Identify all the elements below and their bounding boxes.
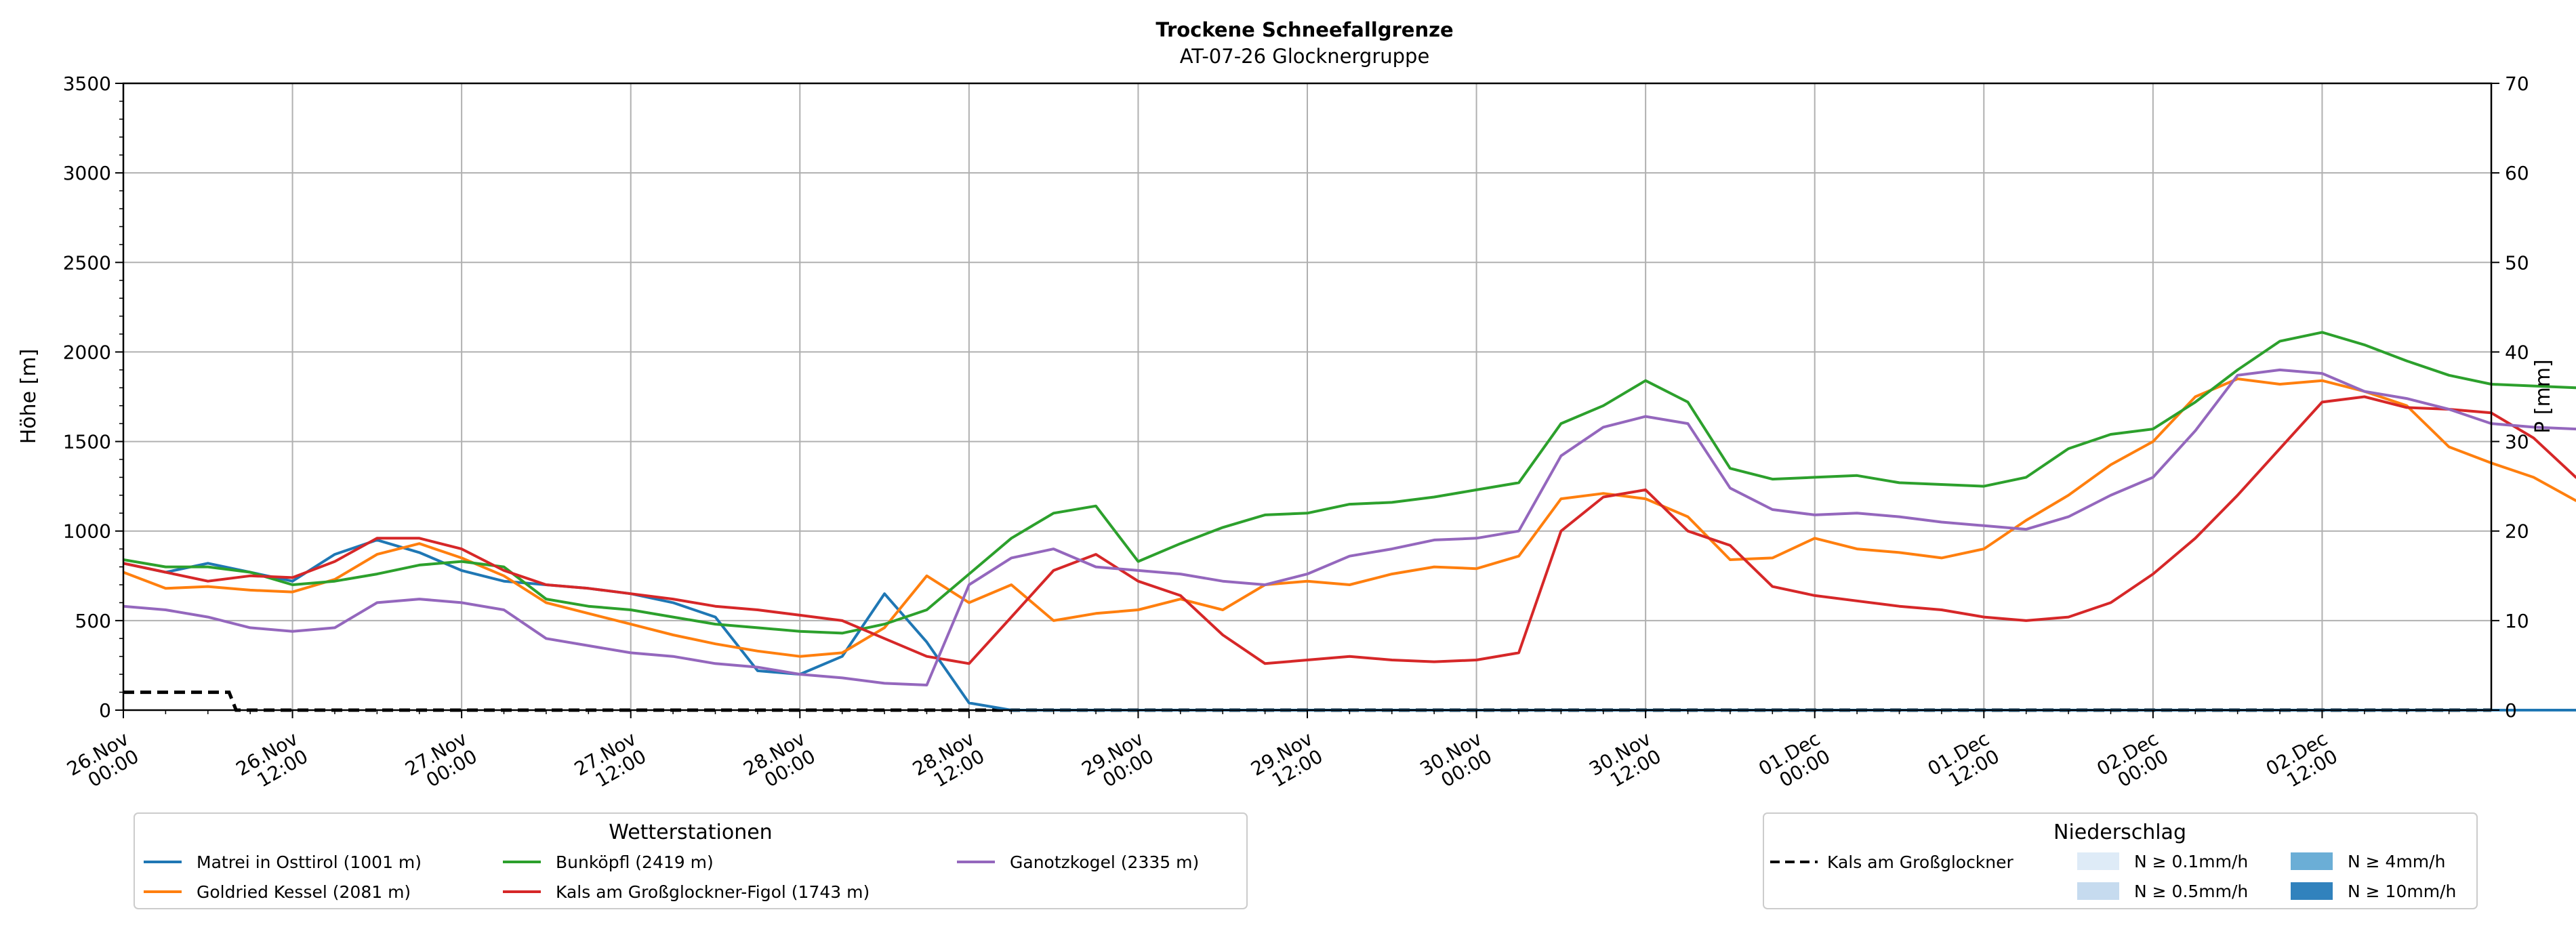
series-line-1 [123,377,2576,658]
legend-precip-label-1: N ≥ 0.5mm/h [2134,882,2248,901]
y2-tick-label-4: 40 [2505,341,2529,363]
y2-axis-label: P [mm] [2531,359,2555,433]
y2-tick-label-6: 60 [2505,162,2529,184]
y-tick-label-0: 0 [99,699,111,722]
legend-label-0: Matrei in Osttirol (1001 m) [197,852,422,872]
y2-tick-label-5: 50 [2505,251,2529,274]
series-line-2 [123,331,2576,635]
precip-series [123,690,2491,712]
grid [123,83,2491,711]
legend-precip: Niederschlag Kals am Großglockner N ≥ 0.… [1763,812,2478,909]
y-tick-label-7: 3500 [63,73,111,95]
legend-label-3: Kals am Großglockner-Figol (1743 m) [556,882,870,902]
legend-label-2: Bunköpfl (2419 m) [556,852,714,872]
legend-stations: Wetterstationen Matrei in Osttirol (1001… [134,812,1248,909]
y-tick-label-4: 2000 [63,341,111,363]
legend-precip-title: Niederschlag [2053,821,2186,844]
y-axis-label: Höhe [m] [17,349,41,445]
y2-axis: 0 10 20 30 40 50 60 70 [2491,73,2529,722]
legend-precip-label-3: N ≥ 10mm/h [2348,882,2456,901]
legend-precip-label-0: N ≥ 0.1mm/h [2134,852,2248,871]
y2-tick-label-7: 70 [2505,73,2529,95]
precip-line-kals [123,690,2491,712]
y2-tick-label-1: 10 [2505,610,2529,632]
series-lines [123,331,2576,711]
legend-precip-swatch-0 [2077,852,2119,870]
y2-tick-label-3: 30 [2505,431,2529,453]
series-line-3 [123,395,2576,665]
legend-precip-swatch-1 [2077,882,2119,900]
chart-subtitle: AT-07-26 Glocknergruppe [1180,45,1430,68]
y-tick-label-3: 1500 [63,431,111,453]
series-line-0 [123,538,2576,711]
chart-title: Trockene Schneefallgrenze [1156,18,1453,41]
legend-precip-swatch-2 [2291,852,2333,870]
series-line-4 [123,368,2576,686]
legend-precip-label-2: N ≥ 4mm/h [2348,852,2445,871]
legend-precip-swatch-3 [2291,882,2333,900]
legend-label-1: Goldried Kessel (2081 m) [197,882,411,902]
legend-stations-title: Wetterstationen [609,821,772,844]
legend-label-4: Ganotzkogel (2335 m) [1010,852,1199,872]
y2-tick-label-2: 20 [2505,520,2529,543]
y-tick-label-2: 1000 [63,520,111,543]
y-axis: 0 500 1000 1500 2000 2500 3000 3500 [63,73,123,722]
y2-tick-label-0: 0 [2505,699,2517,722]
y-tick-label-1: 500 [75,610,111,632]
y-tick-label-5: 2500 [63,251,111,274]
legend-precip-line-label: Kals am Großglockner [1827,852,2014,872]
y-tick-label-6: 3000 [63,162,111,184]
